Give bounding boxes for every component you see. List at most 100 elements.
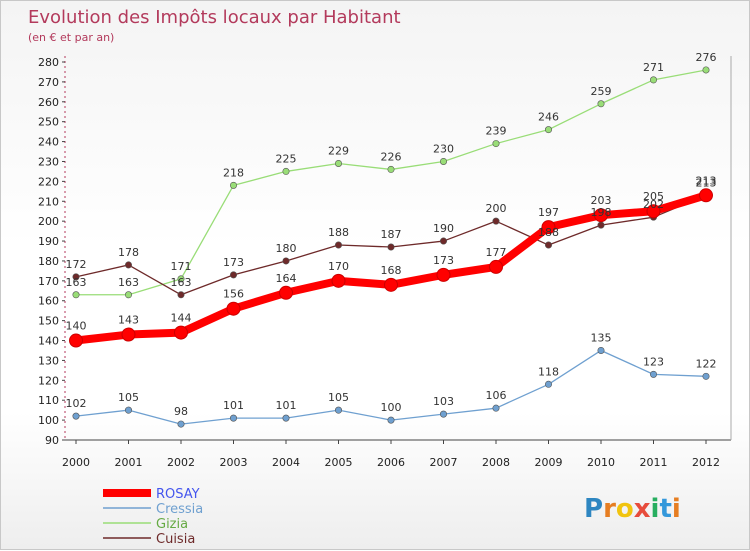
- data-label-rosay: 170: [328, 260, 349, 273]
- axes: 90 100 110 120 130 140 150 160 170 180 190 2002 102 2…: [38, 56, 732, 469]
- y-tick-label: 280: [38, 56, 59, 69]
- data-point-rosay: [69, 333, 83, 348]
- y-tick-label: 160: [38, 295, 59, 308]
- data-point-cressia: [597, 346, 605, 354]
- data-point-cuisia: [72, 273, 80, 281]
- legend-label-gizia: Gizia: [156, 517, 188, 532]
- data-label-cressia: 103: [433, 395, 454, 408]
- data-point-cuisia: [439, 237, 447, 245]
- logo-letter: i: [672, 494, 681, 524]
- plot-area: [65, 56, 731, 440]
- data-point-gizia: [702, 66, 710, 74]
- data-point-cuisia: [282, 257, 290, 265]
- data-label-rosay: 173: [433, 254, 454, 267]
- data-point-cuisia: [387, 243, 395, 251]
- data-label-cressia: 122: [696, 357, 717, 370]
- y-tick-label: 180: [38, 255, 59, 268]
- data-point-rosay: [384, 277, 398, 292]
- data-point-gizia: [282, 167, 290, 175]
- data-label-rosay: 143: [118, 314, 139, 327]
- data-label-rosay: 205: [643, 190, 664, 203]
- x-tick-label: 2008: [482, 456, 510, 469]
- x-tick-label: 2000: [62, 456, 90, 469]
- x-tick-label: 2006: [377, 456, 405, 469]
- x-tick-label: 2003: [220, 456, 248, 469]
- y-tick-label: 250: [38, 116, 59, 129]
- data-label-gizia: 246: [538, 111, 559, 124]
- data-point-cressia: [282, 414, 290, 422]
- data-label-cuisia: 187: [381, 228, 402, 241]
- data-label-cressia: 98: [174, 405, 188, 418]
- data-point-gizia: [544, 126, 552, 134]
- y-tick-label: 240: [38, 136, 59, 149]
- x-tick-label: 2002: [167, 456, 195, 469]
- data-label-cuisia: 180: [276, 242, 297, 255]
- data-point-gizia: [597, 100, 605, 108]
- data-label-cressia: 105: [328, 391, 349, 404]
- data-label-cuisia: 173: [223, 256, 244, 269]
- x-tick-label: 2007: [430, 456, 458, 469]
- y-tick-label: 140: [38, 335, 59, 348]
- data-point-gizia: [72, 291, 80, 299]
- data-label-cressia: 102: [66, 397, 87, 410]
- data-label-gizia: 229: [328, 144, 349, 157]
- y-tick-label: 120: [38, 374, 59, 387]
- data-point-rosay: [541, 220, 556, 235]
- y-tick-label: 210: [38, 195, 59, 208]
- data-point-cuisia: [230, 271, 238, 279]
- y-tick-label: 90: [45, 434, 59, 447]
- data-label-cressia: 100: [381, 401, 402, 414]
- data-label-cressia: 105: [118, 391, 139, 404]
- x-tick-label: 2012: [692, 456, 720, 469]
- proxiti-logo: Proxiti: [584, 494, 681, 524]
- data-label-cuisia: 188: [328, 226, 349, 239]
- data-label-cressia: 118: [538, 365, 559, 378]
- data-point-cressia: [649, 370, 657, 378]
- series-lines: [69, 66, 713, 428]
- data-point-cressia: [177, 420, 185, 428]
- data-point-cuisia: [492, 217, 500, 225]
- chart-title: Evolution des Impôts locaux par Habitant: [28, 7, 401, 28]
- logo-letter: r: [603, 494, 616, 524]
- y-tick-label: 270: [38, 76, 59, 89]
- data-point-rosay: [279, 285, 293, 300]
- legend-label-rosay: ROSAY: [156, 487, 200, 502]
- chart-subtitle: (en € et par an): [28, 31, 114, 44]
- data-point-gizia: [334, 159, 342, 167]
- proxiti-logo-text: Proxiti: [584, 494, 681, 524]
- logo-letter: P: [584, 494, 603, 524]
- x-tick-label: 2009: [535, 456, 563, 469]
- y-tick-label: 110: [38, 394, 59, 407]
- legend-label-cuisia: Cuisia: [156, 532, 195, 547]
- y-tick-label: 130: [38, 354, 59, 367]
- data-label-cressia: 106: [486, 389, 507, 402]
- data-label-rosay: 144: [171, 312, 192, 325]
- data-point-cressia: [492, 404, 500, 412]
- data-label-cuisia: 163: [171, 276, 192, 289]
- data-label-rosay: 177: [486, 246, 507, 259]
- data-label-cuisia: 188: [538, 226, 559, 239]
- data-label-gizia: 225: [276, 152, 297, 165]
- data-point-gizia: [230, 181, 238, 189]
- y-tick-label: 190: [38, 235, 59, 248]
- logo-letter: x: [634, 494, 651, 524]
- data-point-cressia: [125, 406, 133, 414]
- data-point-cuisia: [334, 241, 342, 249]
- y-tick-label: 150: [38, 315, 59, 328]
- data-label-rosay: 168: [381, 264, 402, 277]
- data-label-cressia: 135: [591, 331, 612, 344]
- data-label-cuisia: 213: [696, 176, 717, 189]
- data-label-gizia: 271: [643, 61, 664, 74]
- logo-letter: o: [616, 494, 634, 524]
- data-point-gizia: [649, 76, 657, 84]
- data-point-cuisia: [125, 261, 133, 269]
- data-label-gizia: 239: [486, 125, 507, 138]
- y-tick-label: 220: [38, 175, 59, 188]
- x-tick-label: 2004: [272, 456, 300, 469]
- data-point-cressia: [387, 416, 395, 424]
- data-point-cressia: [439, 410, 447, 418]
- data-label-cuisia: 198: [591, 206, 612, 219]
- y-tick-label: 260: [38, 96, 59, 109]
- data-label-rosay: 197: [538, 206, 559, 219]
